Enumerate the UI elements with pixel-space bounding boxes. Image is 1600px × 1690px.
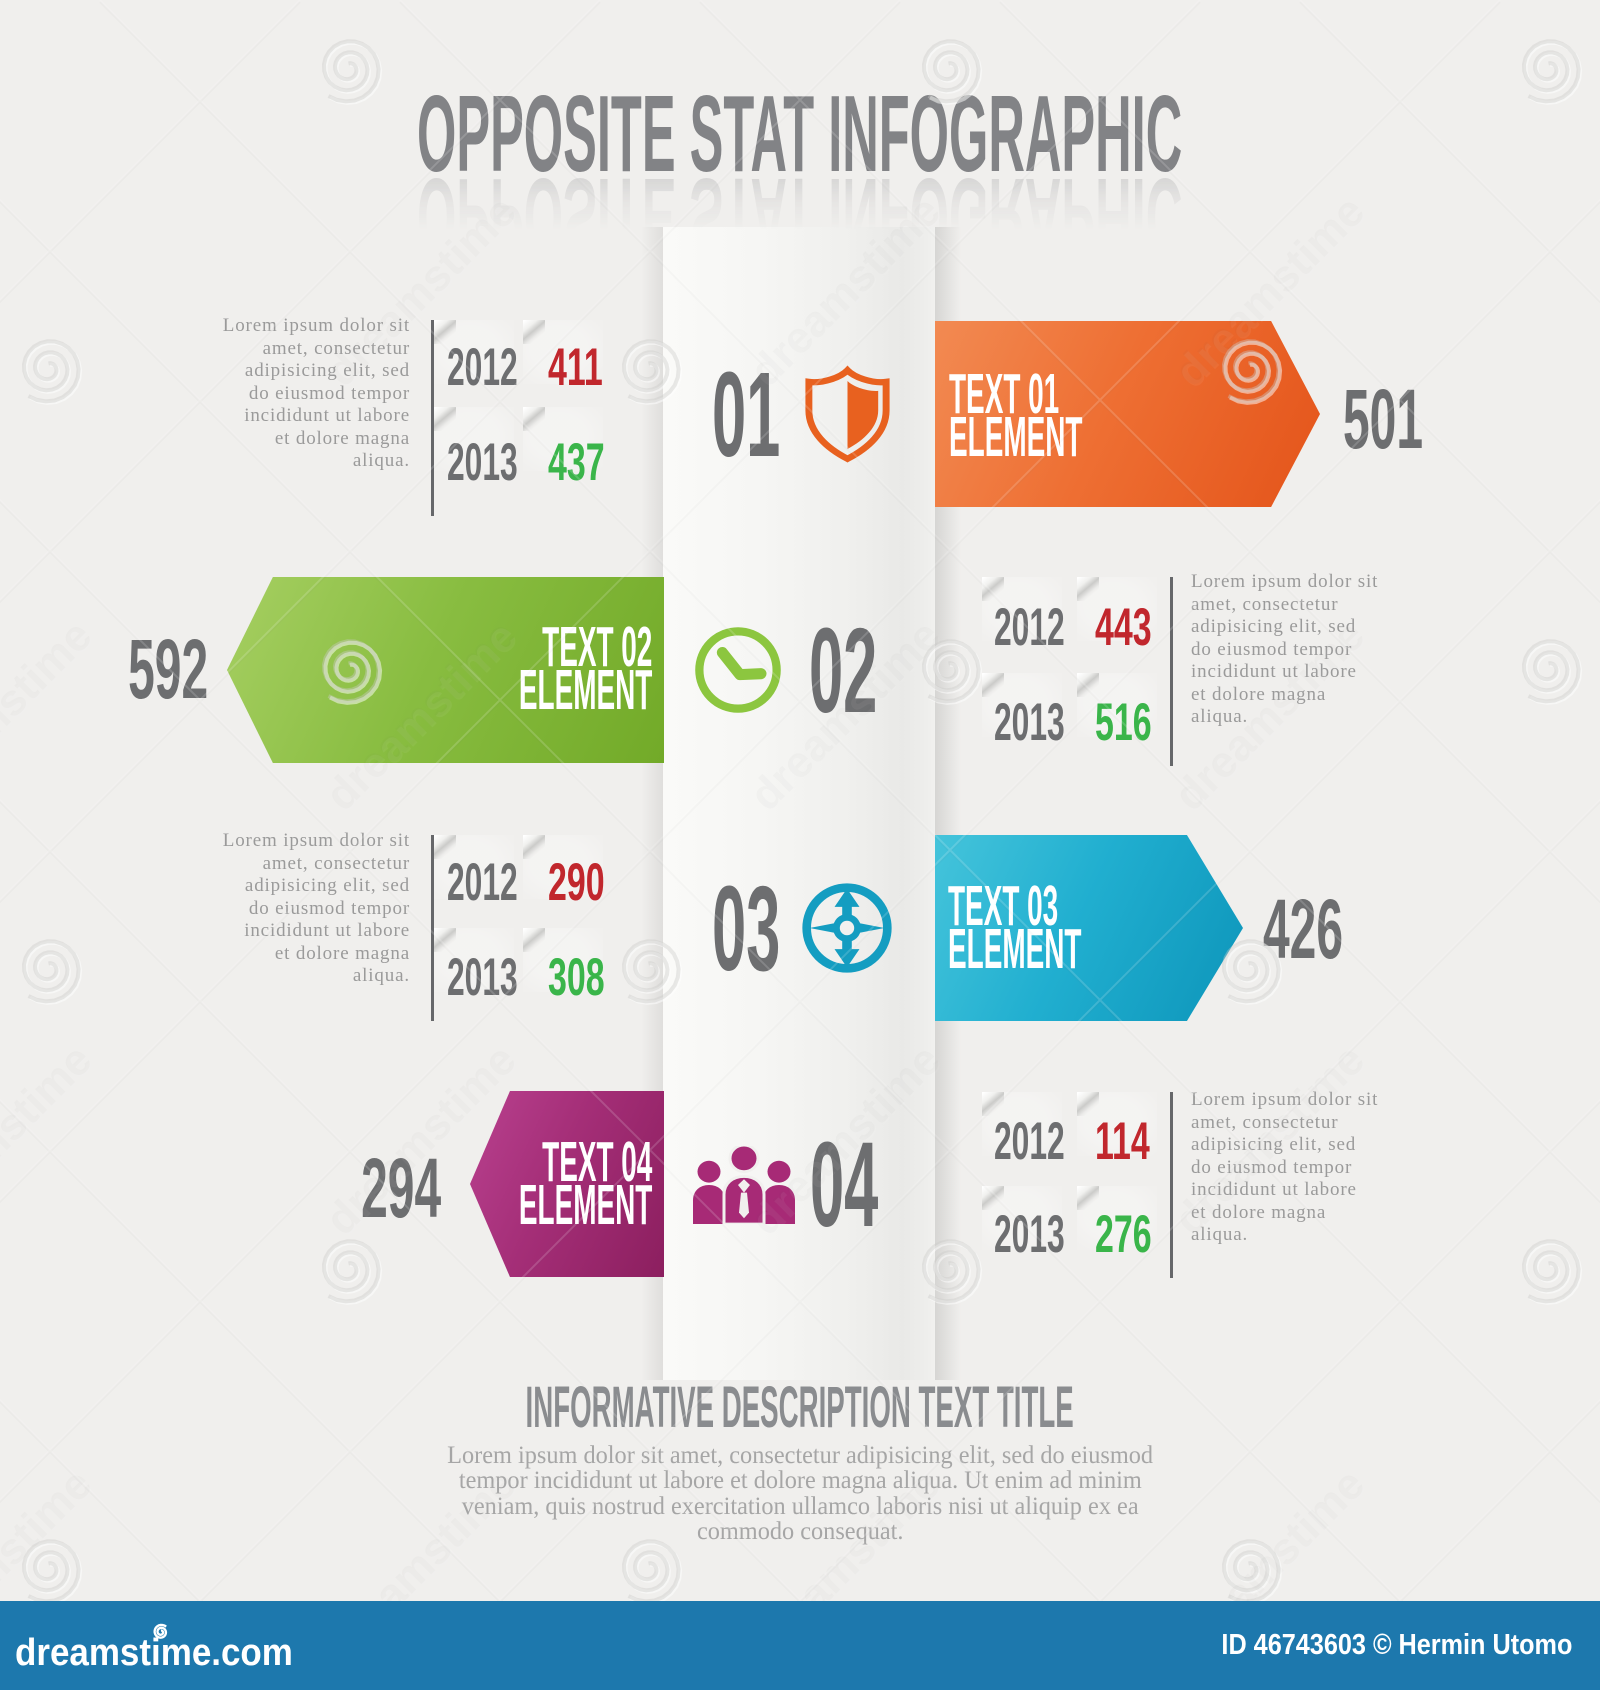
svg-text:dreamstime: dreamstime xyxy=(1166,1037,1375,1246)
svg-text:dreamstime: dreamstime xyxy=(1591,612,1600,821)
svg-text:dreamstime: dreamstime xyxy=(0,612,103,821)
svg-text:dreamstime: dreamstime xyxy=(1591,1037,1600,1246)
svg-text:dreamstime: dreamstime xyxy=(318,1037,527,1246)
svg-text:dreamstime: dreamstime xyxy=(0,1037,103,1246)
svg-text:dreamstime: dreamstime xyxy=(742,612,951,821)
svg-text:dreamstime: dreamstime xyxy=(742,1037,951,1246)
